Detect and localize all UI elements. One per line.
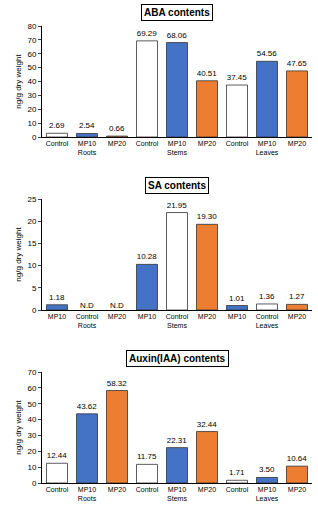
svg-text:1.18: 1.18	[49, 293, 65, 302]
svg-text:40.51: 40.51	[197, 69, 218, 78]
svg-text:12.44: 12.44	[47, 451, 68, 460]
svg-text:MP10: MP10	[78, 140, 96, 147]
svg-text:MP10: MP10	[78, 486, 96, 493]
svg-text:MP20: MP20	[288, 140, 306, 147]
svg-text:ABA contents: ABA contents	[144, 7, 210, 18]
svg-text:20: 20	[27, 447, 36, 456]
svg-text:10: 10	[27, 261, 36, 270]
svg-text:MP10: MP10	[168, 486, 186, 493]
svg-text:Stems: Stems	[167, 322, 187, 329]
svg-text:Control: Control	[46, 140, 69, 147]
svg-text:3.50: 3.50	[259, 465, 275, 474]
svg-text:Leaves: Leaves	[256, 322, 279, 329]
svg-text:69.29: 69.29	[137, 29, 158, 38]
svg-text:Stems: Stems	[167, 149, 187, 156]
svg-text:1.71: 1.71	[229, 468, 245, 477]
svg-text:MP20: MP20	[108, 486, 126, 493]
svg-text:30: 30	[27, 91, 36, 100]
svg-text:58.32: 58.32	[107, 379, 128, 388]
svg-text:Control: Control	[166, 313, 189, 320]
svg-text:21.95: 21.95	[167, 201, 188, 210]
svg-text:40: 40	[27, 77, 36, 86]
svg-text:MP20: MP20	[288, 313, 306, 320]
svg-text:11.75: 11.75	[137, 452, 157, 461]
svg-text:0: 0	[32, 306, 37, 315]
svg-text:50: 50	[27, 400, 36, 409]
svg-text:MP10: MP10	[258, 486, 276, 493]
svg-text:30: 30	[27, 431, 36, 440]
svg-text:MP20: MP20	[108, 140, 126, 147]
svg-text:Roots: Roots	[78, 149, 97, 156]
svg-text:20: 20	[27, 105, 36, 114]
svg-text:Control: Control	[256, 313, 279, 320]
svg-text:MP10: MP10	[228, 313, 246, 320]
svg-text:60: 60	[27, 384, 36, 393]
svg-text:50: 50	[27, 63, 36, 72]
svg-text:1.36: 1.36	[259, 292, 275, 301]
svg-text:N.D: N.D	[110, 301, 124, 310]
svg-text:MP10: MP10	[138, 313, 156, 320]
svg-text:Control: Control	[76, 313, 99, 320]
svg-text:Control: Control	[136, 486, 159, 493]
svg-text:40: 40	[27, 415, 36, 424]
svg-text:10: 10	[27, 463, 36, 472]
svg-text:SA contents: SA contents	[148, 180, 206, 191]
svg-text:47.65: 47.65	[287, 59, 308, 68]
svg-text:MP10: MP10	[48, 313, 66, 320]
svg-text:43.62: 43.62	[77, 402, 98, 411]
svg-text:ng/g dry weight: ng/g dry weight	[14, 54, 23, 109]
svg-text:10.64: 10.64	[287, 454, 308, 463]
svg-text:Stems: Stems	[167, 495, 187, 502]
svg-text:54.56: 54.56	[257, 49, 278, 58]
svg-text:0: 0	[32, 133, 37, 142]
svg-text:60: 60	[27, 50, 36, 59]
svg-text:37.45: 37.45	[227, 73, 248, 82]
svg-text:32.44: 32.44	[197, 420, 218, 429]
svg-text:MP20: MP20	[198, 313, 216, 320]
svg-text:Roots: Roots	[78, 495, 97, 502]
svg-text:0: 0	[32, 479, 37, 488]
svg-text:N.D: N.D	[80, 301, 94, 310]
svg-text:10: 10	[27, 119, 36, 128]
svg-text:MP20: MP20	[288, 486, 306, 493]
svg-text:ng/g dry weight: ng/g dry weight	[14, 400, 23, 455]
svg-text:80: 80	[27, 22, 36, 31]
svg-text:0.66: 0.66	[109, 124, 125, 133]
svg-text:2.54: 2.54	[79, 121, 95, 130]
svg-text:10.28: 10.28	[137, 252, 158, 261]
svg-text:MP20: MP20	[198, 486, 216, 493]
svg-text:MP10: MP10	[258, 140, 276, 147]
svg-text:MP20: MP20	[108, 313, 126, 320]
svg-text:Leaves: Leaves	[256, 149, 279, 156]
svg-text:22.31: 22.31	[167, 436, 188, 445]
svg-text:20: 20	[27, 217, 36, 226]
svg-text:68.06: 68.06	[167, 31, 188, 40]
svg-text:MP20: MP20	[198, 140, 216, 147]
svg-text:19.30: 19.30	[197, 212, 218, 221]
svg-text:1.27: 1.27	[289, 292, 305, 301]
svg-text:Auxin(IAA) contents: Auxin(IAA) contents	[129, 353, 226, 364]
svg-text:Control: Control	[136, 140, 159, 147]
svg-text:Control: Control	[226, 140, 249, 147]
svg-text:Leaves: Leaves	[256, 495, 279, 502]
svg-text:15: 15	[27, 239, 36, 248]
svg-text:70: 70	[27, 368, 36, 377]
svg-text:Roots: Roots	[78, 322, 97, 329]
svg-text:70: 70	[27, 36, 36, 45]
svg-text:2.69: 2.69	[49, 121, 65, 130]
svg-text:Control: Control	[46, 486, 69, 493]
svg-text:1.01: 1.01	[229, 294, 245, 303]
svg-text:ng/g dry weight: ng/g dry weight	[14, 227, 23, 282]
svg-text:MP10: MP10	[168, 140, 186, 147]
svg-text:Control: Control	[226, 486, 249, 493]
svg-text:5: 5	[32, 284, 37, 293]
svg-text:25: 25	[27, 195, 36, 204]
